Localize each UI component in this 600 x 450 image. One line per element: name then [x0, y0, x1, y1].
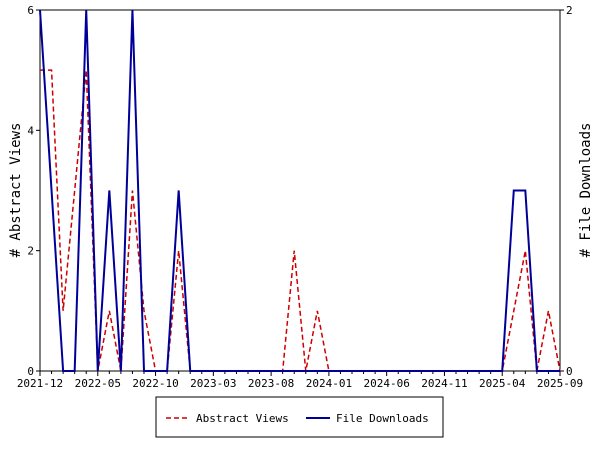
- y2-tick-label: 0: [566, 365, 573, 378]
- y-axis-label: # Abstract Views: [8, 123, 24, 258]
- x-tick-label: 2024-11: [421, 377, 467, 390]
- x-tick-label: 2024-06: [363, 377, 409, 390]
- x-tick-label: 2023-03: [190, 377, 236, 390]
- y-tick-label: 2: [27, 245, 34, 258]
- x-tick-label: 2021-12: [17, 377, 63, 390]
- x-tick-label: 2022-10: [132, 377, 178, 390]
- y-tick-label: 0: [27, 365, 34, 378]
- y-tick-label: 6: [27, 4, 34, 17]
- x-tick-label: 2025-04: [479, 377, 526, 390]
- y2-tick-label: 2: [566, 4, 573, 17]
- y2-axis-label: # File Downloads: [578, 123, 594, 258]
- x-tick-label: 2023-08: [248, 377, 294, 390]
- series-line: [40, 69, 561, 372]
- legend-label: Abstract Views: [196, 412, 289, 425]
- legend-box: [155, 396, 444, 438]
- y-tick-label: 4: [27, 124, 34, 137]
- x-tick-label: 2024-01: [306, 377, 352, 390]
- legend-label: File Downloads: [336, 412, 429, 425]
- x-tick-label: 2025-09: [537, 377, 583, 390]
- x-tick-label: 2022-05: [75, 377, 121, 390]
- series-line: [39, 9, 560, 372]
